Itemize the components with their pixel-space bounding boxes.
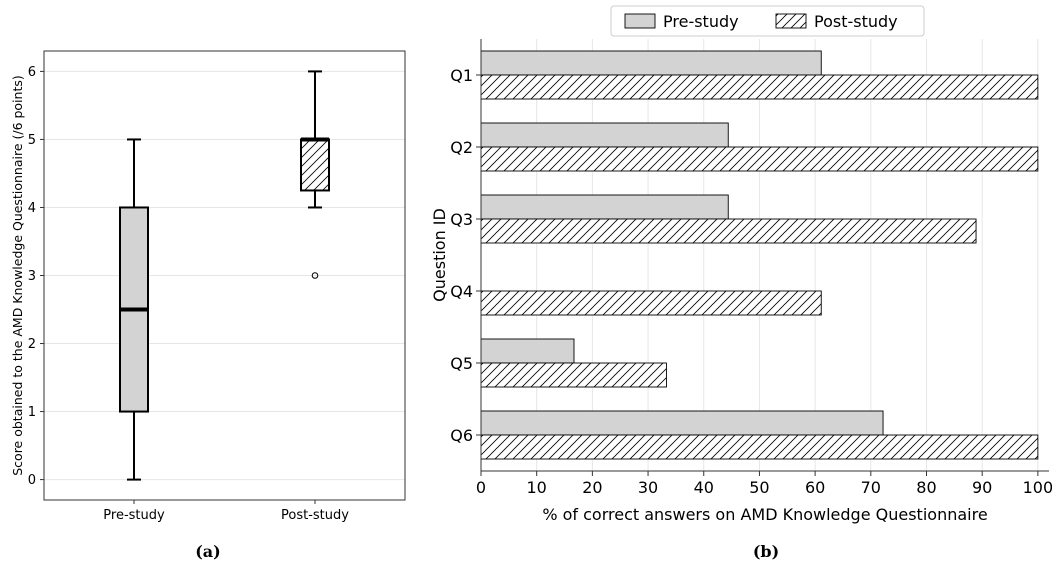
x-tick-label: 30 (638, 478, 658, 497)
y-tick-label: 6 (28, 65, 36, 80)
box-pre-study (119, 138, 149, 481)
legend-label: Post-study (814, 12, 898, 31)
outlier-point (311, 272, 319, 279)
y-tick-label: Q1 (450, 66, 473, 85)
bar-q1-post-study (480, 74, 1039, 100)
y-tick-label: Q4 (450, 282, 473, 301)
legend-label: Pre-study (663, 12, 739, 31)
y-tick-label: 0 (28, 473, 36, 488)
bar-q2-post-study (480, 146, 1039, 172)
bar-panel: 0 10 20 30 40 50 60 70 80 90 100 Q1 Q2 Q3 Q4 Q5 Q6 % of… (430, 5, 1052, 524)
legend-swatch (775, 13, 807, 29)
x-tick-label: 100 (1023, 478, 1052, 497)
y-tick-label: Q5 (450, 354, 473, 373)
bar-q3-post-study (480, 218, 977, 244)
bar-q1-pre-study (480, 50, 822, 76)
axes-lines (480, 39, 1049, 472)
y-tick-label: 4 (28, 201, 36, 216)
bar-q4-post-study (480, 290, 822, 316)
y-axis-label: Score obtained to the AMD Knowledge Ques… (10, 75, 25, 476)
x-tick-labels: 0 10 20 30 40 50 60 70 80 90 100 (476, 471, 1052, 497)
x-tick-label: 50 (749, 478, 769, 497)
x-gridlines (480, 39, 1039, 471)
x-tick-label: 10 (527, 478, 547, 497)
y-tick-label: Q2 (450, 138, 473, 157)
y-tick-label: 3 (28, 269, 36, 284)
x-tick-label: 90 (972, 478, 992, 497)
x-tick-label: 40 (694, 478, 714, 497)
caption-a: (a) (195, 542, 221, 561)
y-tick-label: Q6 (450, 426, 473, 445)
bars (480, 50, 1039, 460)
x-tick-label: 0 (476, 478, 486, 497)
x-tick-label: 80 (916, 478, 936, 497)
legend: Pre-study Post-study (610, 5, 925, 37)
x-tick-labels: Pre-study Post-study (103, 500, 349, 523)
y-axis-label: Question ID (430, 208, 449, 302)
x-tick-label: 60 (805, 478, 825, 497)
y-tick-label: 2 (28, 337, 36, 352)
x-tick-label: Post-study (281, 508, 349, 523)
bar-q5-post-study (480, 362, 667, 388)
y-tick-label: Q3 (450, 210, 473, 229)
caption-b: (b) (753, 542, 779, 561)
y-gridlines (44, 70, 405, 481)
x-tick-label: 20 (582, 478, 602, 497)
legend-swatch (624, 13, 656, 29)
y-tick-labels: 0 1 2 3 4 5 6 (28, 65, 44, 488)
bar-q5-pre-study (480, 338, 575, 364)
bar-q6-pre-study (480, 410, 884, 436)
x-axis-label: % of correct answers on AMD Knowledge Qu… (542, 505, 987, 524)
bar-q2-pre-study (480, 122, 729, 148)
y-tick-label: 1 (28, 405, 36, 420)
y-tick-labels: Q1 Q2 Q3 Q4 Q5 Q6 (450, 66, 481, 445)
y-tick-label: 5 (28, 133, 36, 148)
legend-frame (610, 5, 925, 37)
x-tick-label: Pre-study (103, 508, 165, 523)
bar-q6-post-study (480, 434, 1039, 460)
box-iqr (300, 138, 330, 192)
boxplot-panel: 0 1 2 3 4 5 6 Pre-study Post-study Score obtain… (10, 50, 406, 523)
box-post-study (300, 70, 330, 279)
x-tick-label: 70 (861, 478, 881, 497)
boxes (119, 70, 330, 481)
bar-q3-pre-study (480, 194, 729, 220)
